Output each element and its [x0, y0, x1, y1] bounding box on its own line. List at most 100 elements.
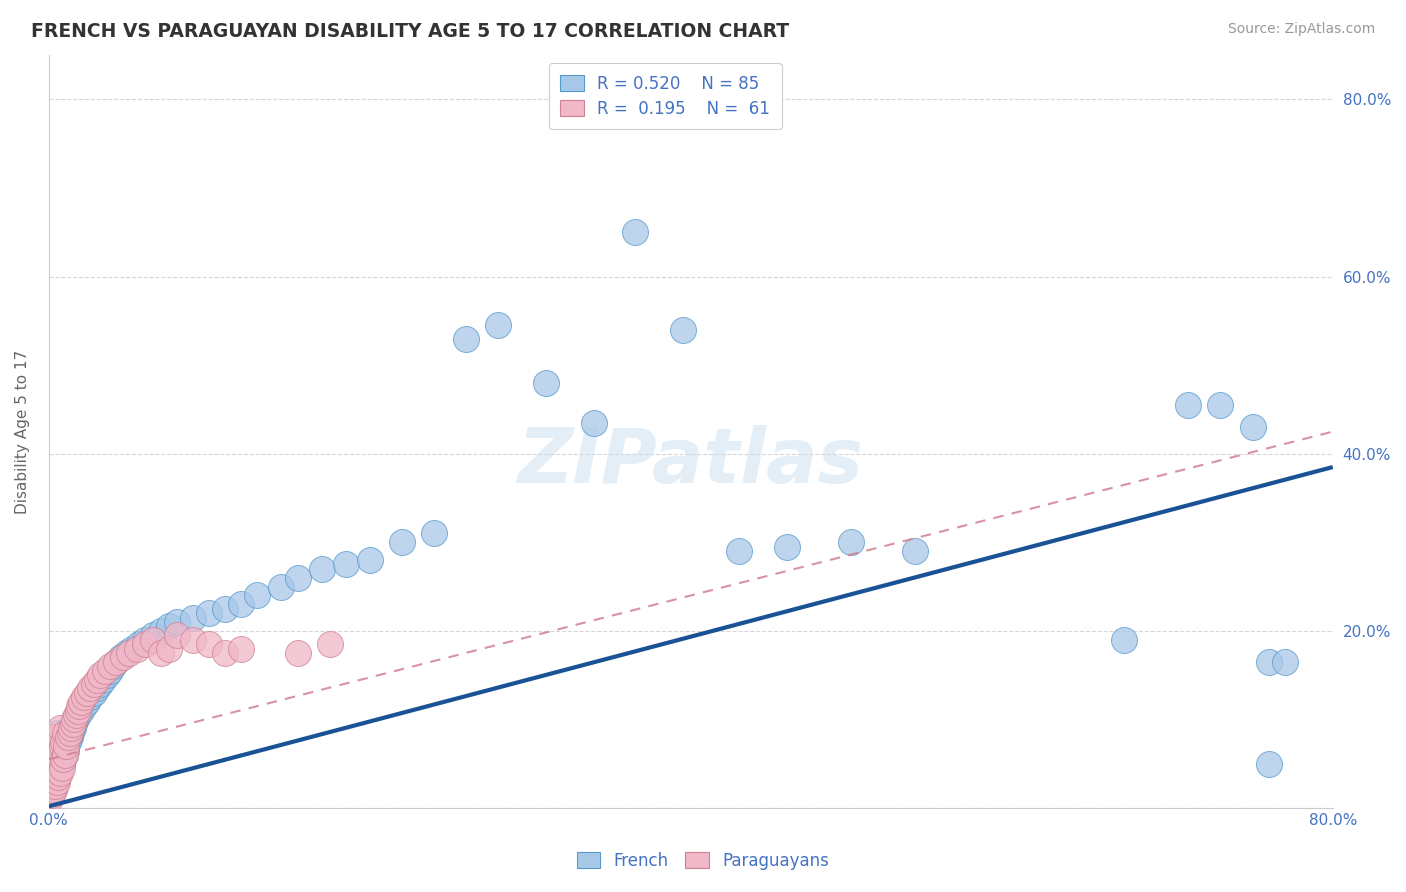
- Point: [52, 752, 75, 766]
- Point: [121, 641, 143, 656]
- Point: [44, 734, 66, 748]
- Point: [39, 792, 62, 806]
- Point: [42, 743, 65, 757]
- Point: [39, 779, 62, 793]
- Point: [166, 615, 188, 629]
- Point: [214, 646, 236, 660]
- Point: [94, 664, 117, 678]
- Point: [51, 761, 73, 775]
- Point: [42, 779, 65, 793]
- Point: [181, 632, 204, 647]
- Point: [359, 553, 381, 567]
- Legend: R = 0.520    N = 85, R =  0.195    N =  61: R = 0.520 N = 85, R = 0.195 N = 61: [548, 63, 782, 129]
- Point: [76, 695, 98, 709]
- Point: [134, 637, 156, 651]
- Point: [134, 632, 156, 647]
- Point: [48, 765, 70, 780]
- Point: [55, 739, 77, 753]
- Point: [1114, 632, 1136, 647]
- Point: [53, 726, 76, 740]
- Point: [198, 637, 221, 651]
- Point: [52, 734, 75, 748]
- Point: [454, 332, 477, 346]
- Point: [41, 774, 63, 789]
- Point: [62, 722, 84, 736]
- Point: [45, 752, 67, 766]
- Point: [45, 730, 67, 744]
- Point: [83, 677, 105, 691]
- Point: [60, 726, 83, 740]
- Point: [45, 770, 67, 784]
- Point: [52, 752, 75, 766]
- Point: [672, 323, 695, 337]
- Point: [150, 624, 173, 638]
- Point: [70, 695, 93, 709]
- Point: [231, 598, 253, 612]
- Point: [125, 641, 148, 656]
- Point: [44, 756, 66, 771]
- Point: [63, 717, 86, 731]
- Point: [423, 526, 446, 541]
- Point: [41, 788, 63, 802]
- Point: [63, 713, 86, 727]
- Point: [1209, 398, 1232, 412]
- Point: [39, 774, 62, 789]
- Point: [59, 726, 82, 740]
- Point: [42, 783, 65, 797]
- Point: [214, 601, 236, 615]
- Point: [49, 765, 72, 780]
- Point: [41, 752, 63, 766]
- Point: [44, 739, 66, 753]
- Point: [44, 756, 66, 771]
- Point: [1257, 655, 1279, 669]
- Point: [66, 708, 89, 723]
- Point: [55, 743, 77, 757]
- Point: [623, 225, 645, 239]
- Point: [42, 765, 65, 780]
- Y-axis label: Disability Age 5 to 17: Disability Age 5 to 17: [15, 350, 30, 514]
- Point: [79, 681, 101, 696]
- Point: [157, 641, 180, 656]
- Point: [67, 699, 90, 714]
- Point: [66, 704, 89, 718]
- Text: FRENCH VS PARAGUAYAN DISABILITY AGE 5 TO 17 CORRELATION CHART: FRENCH VS PARAGUAYAN DISABILITY AGE 5 TO…: [31, 22, 789, 41]
- Point: [105, 655, 128, 669]
- Point: [52, 730, 75, 744]
- Point: [86, 681, 108, 696]
- Point: [270, 580, 292, 594]
- Point: [51, 739, 73, 753]
- Point: [51, 756, 73, 771]
- Point: [318, 637, 340, 651]
- Point: [39, 765, 62, 780]
- Point: [311, 562, 333, 576]
- Point: [89, 668, 111, 682]
- Point: [53, 726, 76, 740]
- Point: [41, 730, 63, 744]
- Point: [56, 734, 79, 748]
- Point: [1274, 655, 1296, 669]
- Point: [839, 535, 862, 549]
- Point: [42, 743, 65, 757]
- Point: [41, 752, 63, 766]
- Point: [98, 664, 121, 678]
- Point: [391, 535, 413, 549]
- Point: [45, 774, 67, 789]
- Point: [287, 571, 309, 585]
- Point: [1177, 398, 1199, 412]
- Point: [39, 761, 62, 775]
- Point: [118, 646, 141, 660]
- Point: [246, 589, 269, 603]
- Point: [42, 765, 65, 780]
- Point: [48, 770, 70, 784]
- Point: [62, 717, 84, 731]
- Point: [44, 779, 66, 793]
- Point: [142, 632, 165, 647]
- Point: [65, 708, 87, 723]
- Point: [728, 544, 751, 558]
- Point: [583, 416, 606, 430]
- Point: [231, 641, 253, 656]
- Point: [79, 690, 101, 705]
- Point: [45, 752, 67, 766]
- Point: [111, 650, 134, 665]
- Point: [83, 686, 105, 700]
